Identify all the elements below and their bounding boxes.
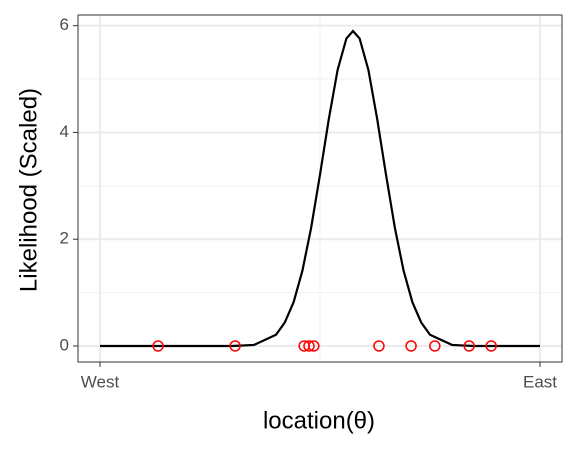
observation-point [303, 340, 315, 352]
y-tick-label: 2 [60, 229, 69, 248]
y-tick-label: 6 [60, 15, 69, 34]
observation-point [152, 340, 164, 352]
observation-point [373, 340, 385, 352]
observation-point [229, 340, 241, 352]
x-tick-label: East [523, 372, 557, 391]
likelihood-curve [100, 29, 540, 348]
observation-point [308, 340, 320, 352]
x-axis-title: location(θ) [263, 407, 375, 434]
panel-border [77, 14, 563, 363]
observation-point [485, 340, 497, 352]
y-axis-title: Likelihood (Scaled) [15, 88, 42, 292]
observation-point [405, 340, 417, 352]
y-tick-label: 4 [60, 122, 69, 141]
observation-point [429, 340, 441, 352]
observation-point [463, 340, 475, 352]
y-tick-label: 0 [60, 335, 69, 354]
x-tick-label: West [81, 372, 120, 391]
